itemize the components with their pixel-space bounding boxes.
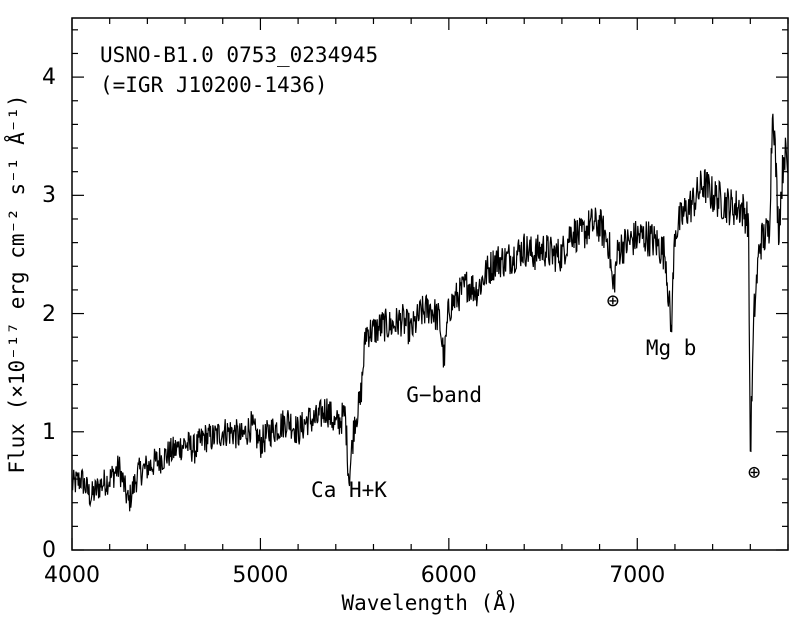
y-axis-title: Flux (×10⁻¹⁷ erg cm⁻² s⁻¹ Å⁻¹) (3, 94, 29, 473)
y-tick-label-0: 0 (42, 538, 56, 563)
feature-annotations: Ca H+K G−band ⊕ Mg b ⊕ (311, 289, 760, 502)
annotation-4: ⊕ (748, 460, 761, 484)
chart-subtitle: (=IGR J10200-1436) (100, 73, 328, 97)
annotation-0: Ca H+K (311, 478, 387, 502)
x-tick-label-7000: 7000 (609, 563, 665, 588)
x-tick-label-4000: 4000 (44, 563, 100, 588)
annotation-3: Mg b (646, 336, 697, 360)
plot-frame (71, 17, 789, 551)
y-tick-label-3: 3 (42, 183, 56, 208)
annotation-1: G−band (406, 383, 482, 407)
y-tick-label-2: 2 (42, 302, 56, 327)
y-tick-label-1: 1 (42, 420, 56, 445)
annotation-2: ⊕ (606, 289, 619, 313)
x-tick-label-5000: 5000 (232, 563, 288, 588)
chart-title: USNO-B1.0 0753_0234945 (100, 43, 378, 67)
spectrum-series-line (71, 113, 789, 512)
x-tick-label-6000: 6000 (421, 563, 477, 588)
axis-ticks (71, 18, 789, 551)
y-tick-label-4: 4 (42, 65, 56, 90)
x-axis-title: Wavelength (Å) (341, 589, 518, 615)
